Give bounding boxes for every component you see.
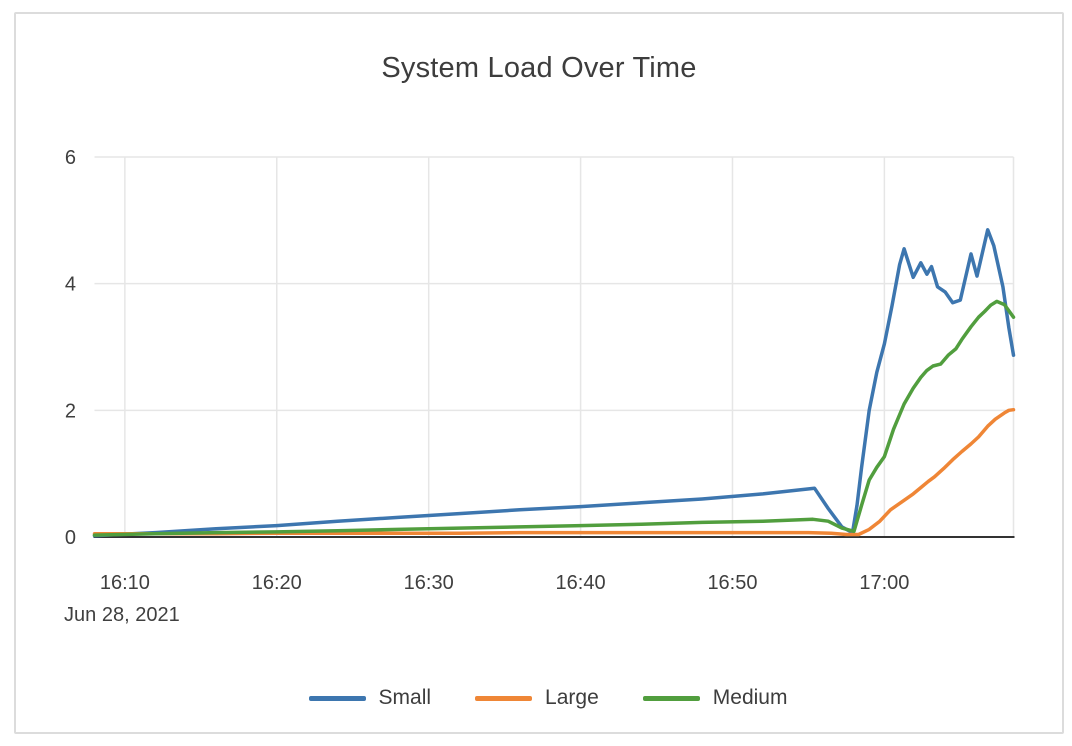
- x-axis-date-label: Jun 28, 2021: [64, 604, 180, 626]
- legend-label-medium: Medium: [712, 686, 788, 709]
- legend-item-medium[interactable]: Medium: [642, 686, 788, 710]
- x-tick-label-16:50: 16:50: [707, 572, 757, 594]
- x-tick-label-16:10: 16:10: [100, 572, 150, 594]
- y-tick-label-2: 2: [65, 400, 76, 422]
- legend-label-large: Large: [545, 686, 599, 709]
- legend-label-small: Small: [378, 686, 432, 709]
- y-tick-label-0: 0: [65, 527, 76, 549]
- legend-swatch-medium: [642, 695, 700, 701]
- chart-border: [14, 12, 1064, 734]
- legend-swatch-large: [475, 695, 533, 701]
- legend-item-large[interactable]: Large: [475, 686, 599, 710]
- chart-title: System Load Over Time: [381, 52, 697, 84]
- legend-item-small[interactable]: Small: [308, 686, 432, 710]
- x-tick-label-16:40: 16:40: [556, 572, 606, 594]
- series-line-small: [92, 228, 1016, 538]
- series-line-large: [92, 407, 1016, 537]
- y-tick-label-4: 4: [65, 274, 76, 296]
- chart-legend: Small Large Medium: [12, 686, 1072, 710]
- x-tick-label-16:30: 16:30: [404, 572, 454, 594]
- x-tick-label-17:00: 17:00: [859, 572, 909, 594]
- legend-swatch-small: [308, 695, 366, 701]
- series-line-medium: [92, 299, 1016, 537]
- y-tick-label-6: 6: [65, 147, 76, 169]
- x-tick-label-16:20: 16:20: [252, 572, 302, 594]
